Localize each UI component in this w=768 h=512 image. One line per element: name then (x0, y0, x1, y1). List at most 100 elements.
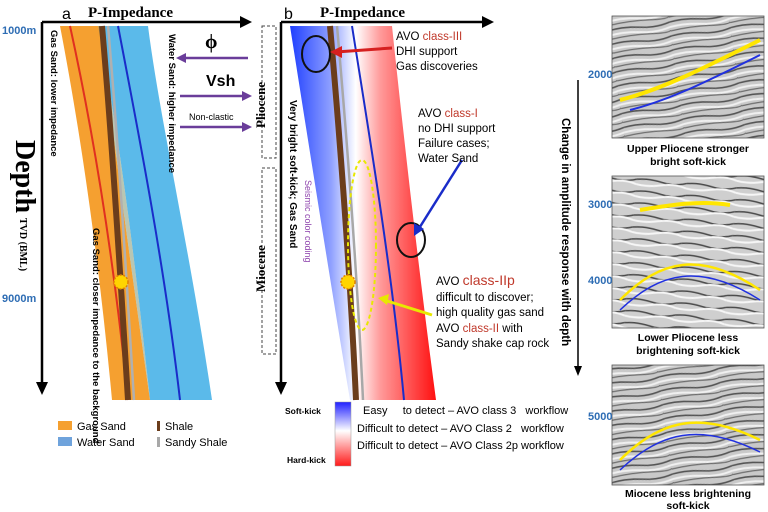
panel-b-sandy-shale-line (335, 25, 365, 401)
vsh-label: Vsh (206, 73, 235, 90)
legend-sandy-shale-swatch (157, 437, 160, 447)
nonclastic-arrowhead (242, 122, 252, 132)
panel-b-depth-arrowhead (275, 382, 287, 395)
legend-gas-sand: Gas Sand (77, 421, 126, 433)
gas-sand-label: Gas Sand: lower impedance (48, 30, 59, 157)
avo3-class: class-III (423, 31, 463, 43)
seismic-1-depth: 2000 (588, 69, 612, 81)
avo1-annotation: AVO class-I (418, 108, 478, 120)
class1-ellipse (396, 222, 426, 258)
seismic-image-2 (611, 175, 765, 329)
legend-water-sand: Water Sand (77, 437, 135, 449)
avo2p-line1: difficult to discover; (436, 292, 534, 304)
seismic-coding-label: Seismic color coding (303, 180, 313, 263)
class3-ellipse (301, 35, 331, 73)
legend-gas-sand-swatch (58, 421, 72, 430)
seismic-2-arch (619, 263, 761, 301)
shale-line (99, 25, 131, 401)
color-bar-legend: Soft-kick Hard-kick Easy to detect – AVO… (285, 401, 568, 467)
panel-b-letter: b (284, 6, 293, 23)
soft-kick-label: Soft-kick (285, 406, 321, 416)
legend-shale: Shale (165, 421, 193, 433)
avo2p-line2: high quality gas sand (436, 307, 544, 319)
water-sand-label: Water Sand: higher impedance (166, 34, 177, 173)
seismic-image-3 (611, 364, 765, 486)
seismic-3-blue-arch (619, 433, 761, 471)
seismic-2-depth-b: 4000 (588, 275, 612, 287)
avo2-prefix: AVO (436, 323, 463, 335)
panel-b-axis-title: P-Impedance (320, 5, 405, 21)
gas-sand-marker (113, 274, 129, 290)
class2-pointer-head (378, 294, 389, 305)
legend: Gas Sand Water Sand Shale Sandy Shale (58, 421, 227, 449)
gas-water-overlap (98, 26, 150, 400)
legend-water-sand-swatch (58, 437, 72, 446)
phi-arrowhead (176, 53, 186, 63)
avo1-class: class-I (445, 108, 478, 120)
panel-b-gas-marker (340, 274, 356, 290)
colorbar-row2: Difficult to detect – AVO Class 2 workfl… (357, 423, 564, 435)
seismic-1-blue-streak (629, 54, 761, 111)
hard-kick-label: Hard-kick (287, 455, 326, 465)
depth-bottom-label: 9000m (2, 293, 36, 305)
colorbar-row1: Easy to detect – AVO class 3 workflow (363, 405, 568, 417)
panel-b-blue-trend (351, 25, 405, 401)
colorbar-row3: Difficult to detect – AVO Class 2p workf… (357, 440, 564, 452)
panel-a: a P-Impedance 1000m 9000m Depth TVD (BML… (2, 5, 252, 444)
panel-a-axis-title: P-Impedance (88, 5, 173, 21)
class1-pointer-head (414, 223, 424, 236)
legend-shale-swatch (157, 421, 160, 431)
class3-pointer (335, 46, 393, 54)
sandy-shale-line (106, 25, 136, 401)
water-sand-label-text: Water Sand: higher impedance (166, 34, 177, 173)
change-arrowhead (574, 366, 582, 376)
very-bright-label: Very bright soft-kick; Gas Sand (287, 100, 298, 248)
avo2p-prefix: AVO (436, 276, 463, 288)
panel-b-shale-line (327, 25, 359, 401)
avo3-prefix: AVO (396, 31, 423, 43)
water-sand-band (98, 26, 212, 400)
gas-sand-closer-label: Gas Sand: closer impedance to the backgr… (90, 228, 101, 444)
seismic-2-caption-1: Lower Pliocene less (638, 332, 739, 344)
panel-b: b P-Impedance Pliocene Miocene Very brig… (253, 5, 549, 401)
panel-a-top-arrowhead (240, 16, 252, 28)
avo2p-class: class-IIp (463, 272, 515, 288)
depth-label-small: TVD (BML) (17, 218, 28, 271)
change-amplitude-label: Change in amplitude response with depth (559, 118, 571, 346)
avo2-suffix: with (499, 323, 523, 335)
water-trend-line (117, 25, 181, 401)
seismic-1-caption-1: Upper Pliocene stronger (627, 143, 749, 155)
amplitude-gradient-band (290, 26, 436, 400)
pliocene-bracket (261, 25, 277, 159)
avo1-prefix: AVO (418, 108, 445, 120)
seismic-3-caption-1: Miocene less brightening (625, 488, 751, 500)
avo2-line2: Sandy shake cap rock (436, 338, 549, 350)
right-panel: Change in amplitude response with depth … (559, 15, 765, 512)
class2-pointer (383, 298, 433, 317)
depth-label-big: Depth (9, 140, 40, 214)
avo1-line2: Failure cases; (418, 138, 490, 150)
avo2p-annotation: AVO class-IIp (436, 272, 515, 288)
avo3-line2: Gas discoveries (396, 61, 478, 73)
seismic-1-bright-streak (619, 38, 761, 102)
avo3-annotation: AVO class-III (396, 31, 462, 43)
avo2-annotation: AVO class-II with (436, 323, 523, 335)
miocene-label: Miocene (253, 245, 268, 292)
avo1-line3: Water Sand (418, 153, 478, 165)
avo3-line1: DHI support (396, 46, 458, 58)
class2p-ellipse (347, 159, 377, 331)
seismic-2-depth-a: 3000 (588, 199, 612, 211)
seismic-1-caption-2: bright soft-kick (650, 156, 726, 168)
seismic-2-caption-2: brightening soft-kick (636, 345, 740, 357)
class3-pointer-head (330, 46, 342, 58)
phi-label: ϕ (205, 31, 217, 53)
depth-arrowhead (36, 382, 48, 395)
seismic-3-arch (619, 421, 761, 461)
pliocene-label: Pliocene (253, 82, 268, 128)
panel-a-letter: a (62, 6, 71, 23)
seismic-3-depth: 5000 (588, 411, 612, 423)
nonclastic-label: Non-clastic (189, 112, 234, 122)
seismic-3-caption-2: soft-kick (666, 500, 709, 512)
seismic-2-blue-arch (619, 275, 761, 311)
